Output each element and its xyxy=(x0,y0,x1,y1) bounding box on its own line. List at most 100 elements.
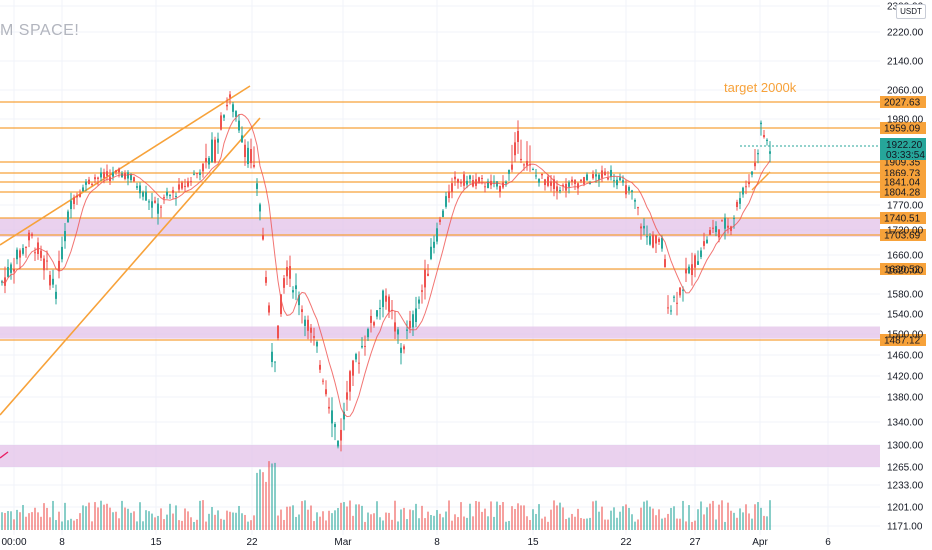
candle-body-245 xyxy=(736,201,738,208)
volume-bar-102 xyxy=(307,509,309,530)
candle-body-256 xyxy=(769,151,771,154)
candle-body-30 xyxy=(91,183,93,185)
candle-body-93 xyxy=(280,294,282,315)
volume-bar-148 xyxy=(445,511,447,530)
volume-bar-27 xyxy=(82,505,84,530)
candle-body-239 xyxy=(718,229,720,238)
candle-body-55 xyxy=(166,191,168,196)
candle-body-226 xyxy=(679,287,681,296)
volume-bar-236 xyxy=(709,503,711,530)
volume-bar-221 xyxy=(664,517,666,530)
currency-badge[interactable]: USDT xyxy=(896,4,926,19)
volume-bar-205 xyxy=(616,517,618,530)
candle-body-164 xyxy=(493,181,495,183)
volume-bar-144 xyxy=(433,515,435,530)
volume-bar-183 xyxy=(550,509,552,530)
candle-body-171 xyxy=(514,142,516,156)
candle-body-167 xyxy=(502,182,504,188)
y-tick-label-3: 2060.00 xyxy=(887,86,924,97)
candle-body-71 xyxy=(214,139,216,163)
candle-body-127 xyxy=(382,290,384,308)
candle-body-77 xyxy=(232,104,234,112)
volume-bar-181 xyxy=(544,516,546,530)
volume-bar-219 xyxy=(658,509,660,530)
x-tick-label-9: Apr xyxy=(752,537,768,548)
level-tag-0 xyxy=(880,96,926,108)
volume-bar-200 xyxy=(601,506,603,530)
volume-bar-2 xyxy=(7,511,9,530)
candle-body-119 xyxy=(358,362,360,364)
volume-bar-35 xyxy=(106,503,108,530)
candle-body-15 xyxy=(46,260,48,262)
volume-bar-95 xyxy=(286,506,288,530)
volume-bar-168 xyxy=(505,521,507,530)
candle-body-124 xyxy=(373,322,375,326)
volume-bar-245 xyxy=(736,517,738,530)
candle-body-73 xyxy=(220,115,222,130)
candle-body-133 xyxy=(400,347,402,353)
candle-body-176 xyxy=(529,164,531,166)
volume-bar-116 xyxy=(349,500,351,530)
volume-bar-80 xyxy=(241,513,243,530)
volume-bar-222 xyxy=(667,513,669,530)
volume-bar-209 xyxy=(628,507,630,530)
candle-body-96 xyxy=(289,266,291,279)
candle-body-99 xyxy=(298,295,300,306)
candle-body-123 xyxy=(370,315,372,323)
candle-body-69 xyxy=(208,157,210,165)
volume-bar-172 xyxy=(517,503,519,530)
level-label-9: 1487.12 xyxy=(884,336,921,347)
candle-body-16 xyxy=(49,274,51,286)
candle-body-165 xyxy=(496,181,498,187)
candle-body-102 xyxy=(307,319,309,331)
volume-bar-64 xyxy=(193,521,195,530)
candle-body-142 xyxy=(427,273,429,276)
candle-body-32 xyxy=(97,177,99,179)
volume-bar-230 xyxy=(691,521,693,530)
volume-bar-225 xyxy=(676,518,678,530)
volume-bar-72 xyxy=(217,510,219,530)
volume-bar-6 xyxy=(19,512,21,530)
volume-bar-224 xyxy=(673,506,675,530)
volume-bar-161 xyxy=(484,508,486,530)
volume-bar-202 xyxy=(607,519,609,530)
candle-body-129 xyxy=(388,296,390,312)
candle-body-39 xyxy=(118,168,120,173)
volume-bar-210 xyxy=(631,514,633,530)
candle-body-95 xyxy=(286,267,288,277)
volume-bar-131 xyxy=(394,500,396,530)
volume-bar-104 xyxy=(313,521,315,530)
y-tick-label-15: 1340.00 xyxy=(887,418,924,429)
volume-bar-103 xyxy=(310,505,312,530)
candle-body-109 xyxy=(328,406,330,409)
volume-bar-118 xyxy=(355,504,357,530)
volume-bar-151 xyxy=(454,514,456,530)
candle-body-68 xyxy=(205,158,207,163)
candle-body-182 xyxy=(547,176,549,186)
candle-body-152 xyxy=(457,179,459,183)
candle-body-41 xyxy=(124,172,126,179)
volume-bar-105 xyxy=(316,512,318,530)
candle-body-159 xyxy=(478,177,480,183)
candle-body-185 xyxy=(556,186,558,192)
volume-bar-111 xyxy=(334,510,336,530)
volume-bar-3 xyxy=(10,511,12,530)
volume-bar-156 xyxy=(469,503,471,530)
candle-body-58 xyxy=(175,196,177,198)
level-tag-1 xyxy=(880,122,926,134)
volume-bar-193 xyxy=(580,518,582,530)
level-tag-7 xyxy=(880,229,926,241)
volume-bar-85 xyxy=(256,472,258,530)
volume-bar-66 xyxy=(199,500,201,530)
volume-bar-237 xyxy=(712,500,714,530)
support-zones xyxy=(0,218,880,467)
volume-bar-194 xyxy=(583,518,585,530)
candle-body-108 xyxy=(325,389,327,395)
x-tick-label-10: 6 xyxy=(825,537,831,548)
candle-body-207 xyxy=(622,180,624,183)
candle-body-70 xyxy=(211,139,213,162)
volume-bar-65 xyxy=(196,519,198,530)
volume-bar-55 xyxy=(166,514,168,530)
